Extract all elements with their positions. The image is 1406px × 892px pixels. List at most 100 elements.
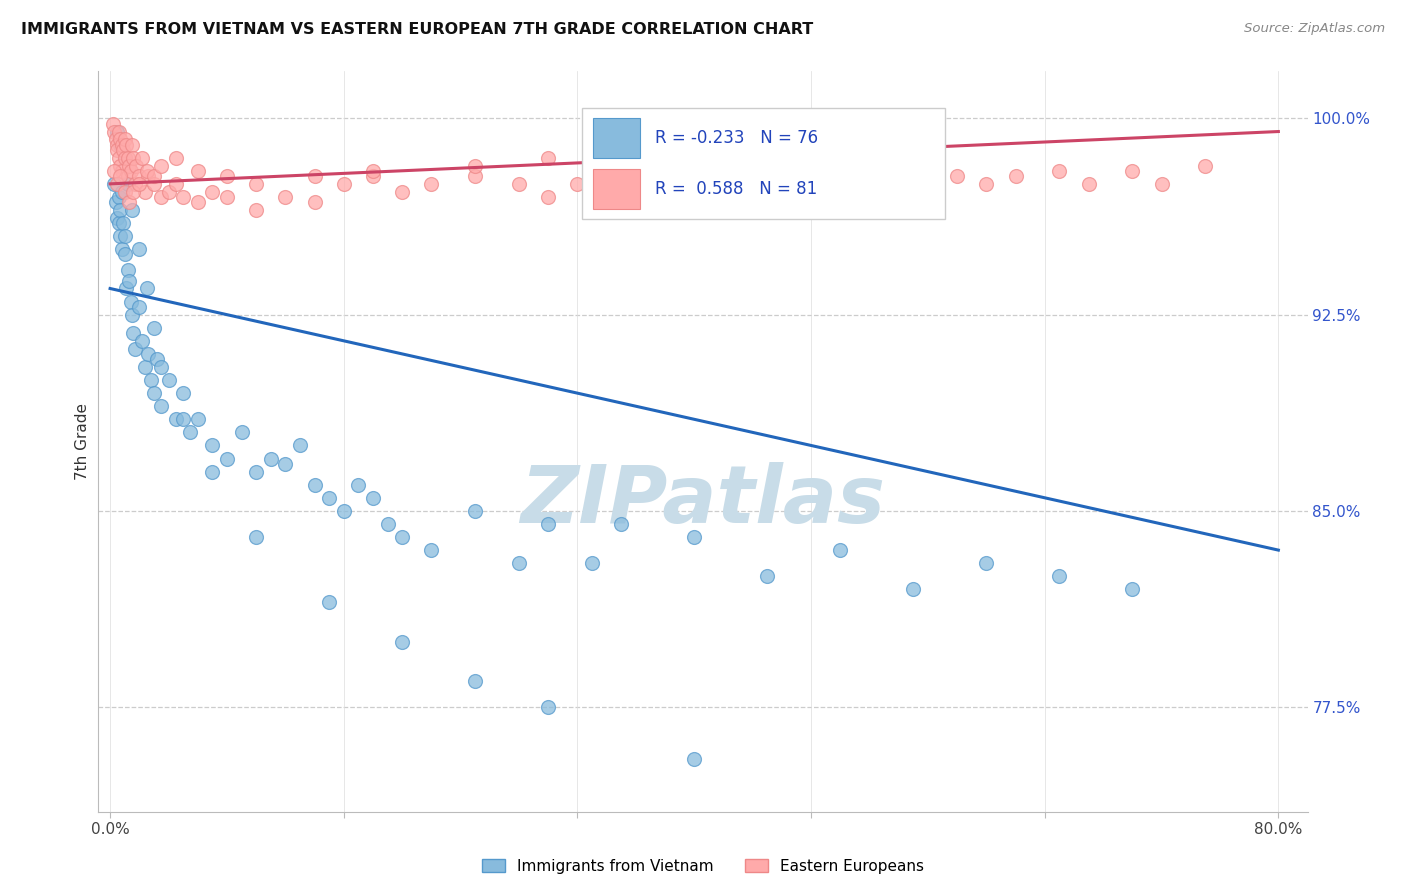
Point [464, 673, 486, 688]
Point [231, 425, 253, 440]
Point [111, 242, 134, 256]
Point [134, 359, 156, 374]
Point [201, 438, 224, 452]
Point [1194, 159, 1216, 173]
Point [128, 169, 150, 183]
Point [103, 177, 125, 191]
Point [121, 308, 143, 322]
Point [1047, 569, 1070, 583]
Point [134, 185, 156, 199]
Point [713, 177, 735, 191]
Point [120, 163, 142, 178]
Point [115, 137, 138, 152]
Point [114, 247, 136, 261]
Point [187, 195, 209, 210]
Point [1121, 582, 1143, 597]
Point [111, 163, 134, 178]
Point [101, 117, 124, 131]
Point [756, 185, 779, 199]
Point [537, 190, 560, 204]
Point [187, 163, 209, 178]
Point [110, 169, 132, 183]
Point [974, 556, 997, 570]
Point [537, 516, 560, 531]
Point [172, 412, 194, 426]
Point [110, 132, 132, 146]
Point [135, 281, 157, 295]
Point [347, 477, 370, 491]
Point [107, 177, 129, 191]
Point [610, 516, 633, 531]
Text: ZIPatlas: ZIPatlas [520, 462, 886, 540]
Point [288, 438, 311, 452]
Point [215, 169, 238, 183]
Point [128, 177, 150, 191]
Point [121, 137, 143, 152]
Point [361, 169, 384, 183]
Point [318, 491, 340, 505]
Point [830, 543, 852, 558]
Point [245, 465, 267, 479]
Point [215, 451, 238, 466]
Point [274, 190, 297, 204]
Point [124, 342, 146, 356]
Point [150, 159, 173, 173]
Point [508, 177, 530, 191]
Point [464, 159, 486, 173]
Point [108, 190, 131, 204]
Point [157, 185, 180, 199]
Point [146, 352, 169, 367]
Point [201, 185, 224, 199]
Point [830, 169, 852, 183]
Point [165, 412, 187, 426]
Point [683, 752, 706, 766]
Point [136, 347, 159, 361]
Point [117, 263, 139, 277]
Point [361, 491, 384, 505]
Point [187, 412, 209, 426]
Point [903, 582, 925, 597]
Text: IMMIGRANTS FROM VIETNAM VS EASTERN EUROPEAN 7TH GRADE CORRELATION CHART: IMMIGRANTS FROM VIETNAM VS EASTERN EUROP… [21, 22, 813, 37]
Point [121, 202, 143, 217]
Point [114, 151, 136, 165]
Point [135, 163, 157, 178]
Point [107, 124, 129, 138]
Point [114, 132, 136, 146]
Point [139, 373, 162, 387]
Point [107, 137, 129, 152]
Y-axis label: 7th Grade: 7th Grade [75, 403, 90, 480]
Point [420, 177, 443, 191]
Point [125, 159, 148, 173]
Point [304, 195, 326, 210]
Text: Source: ZipAtlas.com: Source: ZipAtlas.com [1244, 22, 1385, 36]
Point [172, 386, 194, 401]
Point [142, 169, 165, 183]
Point [124, 177, 146, 191]
Point [165, 151, 187, 165]
Point [391, 530, 413, 544]
Point [114, 185, 136, 199]
Point [391, 634, 413, 648]
Point [131, 151, 153, 165]
Point [142, 320, 165, 334]
Point [172, 190, 194, 204]
Point [464, 169, 486, 183]
Point [274, 457, 297, 471]
Point [104, 195, 127, 210]
Point [112, 216, 135, 230]
Point [464, 504, 486, 518]
Point [1077, 177, 1099, 191]
Point [537, 700, 560, 714]
Point [165, 177, 187, 191]
Point [122, 326, 145, 340]
Point [118, 159, 141, 173]
Point [114, 229, 136, 244]
Point [567, 177, 589, 191]
Point [150, 399, 173, 413]
Point [150, 190, 173, 204]
Point [361, 163, 384, 178]
Point [110, 202, 132, 217]
Point [537, 151, 560, 165]
Point [304, 169, 326, 183]
Point [332, 177, 354, 191]
